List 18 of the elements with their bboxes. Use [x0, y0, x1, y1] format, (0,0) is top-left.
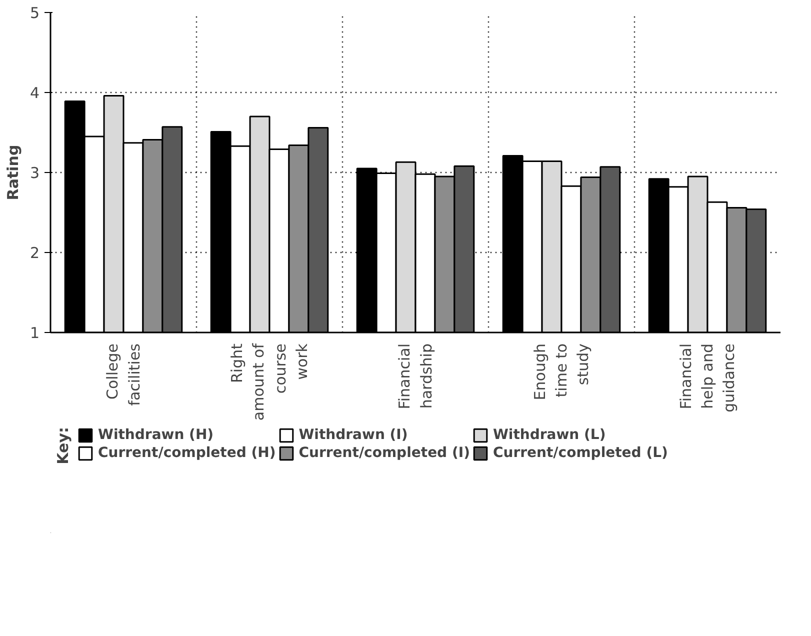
x-tick-label: College facilities — [104, 343, 144, 406]
x-tick-label: Enough time to study — [530, 343, 592, 400]
x-tick-label: Financial hardship — [396, 343, 436, 410]
y-tick-label: 5 — [30, 4, 40, 22]
y-tick-label: 4 — [30, 84, 40, 102]
legend-label: Current/completed (H) — [98, 445, 276, 461]
x-tick-label: Right amount of course work — [228, 342, 311, 421]
legend-label: Current/completed (I) — [298, 445, 470, 461]
legend-label: Withdrawn (H) — [98, 427, 214, 443]
y-axis-title: Rating — [4, 144, 22, 200]
y-tick-label: 1 — [30, 324, 40, 342]
y-tick-label: 3 — [30, 164, 40, 182]
legend-title: Key: — [54, 427, 72, 464]
x-tick-label: Financial help and guidance — [676, 343, 738, 412]
legend-label: Withdrawn (I) — [298, 427, 408, 443]
legend-label: Withdrawn (L) — [492, 427, 606, 443]
y-tick-label: 2 — [30, 244, 40, 262]
legend-label: Current/completed (L) — [492, 445, 668, 461]
